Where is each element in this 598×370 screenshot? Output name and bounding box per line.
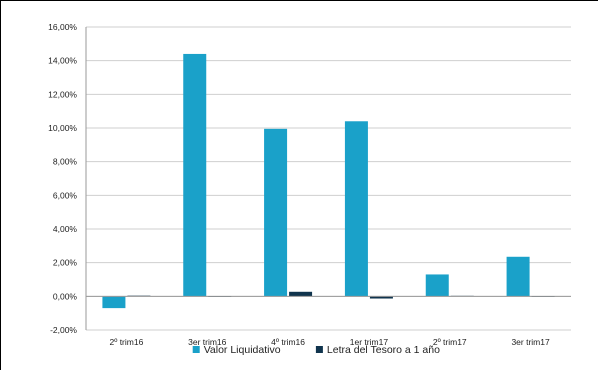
bar-letra-tesoro: [369, 296, 393, 299]
bar-valor-liquidativo: [425, 274, 449, 297]
bar-valor-liquidativo: [264, 128, 288, 297]
bar-valor-liquidativo: [102, 296, 126, 309]
legend-label: Letra del Tesoro a 1 año: [327, 344, 440, 356]
y-tick-label: 12,00%: [48, 89, 77, 99]
bar-valor-liquidativo: [506, 256, 530, 297]
x-tick-label: 1er trim17: [350, 337, 389, 347]
y-tick-label: 4,00%: [53, 224, 78, 234]
y-tick-label: 16,00%: [48, 22, 77, 32]
x-tick-label: 2º trim17: [433, 337, 467, 347]
y-tick-label: 0,00%: [53, 291, 78, 301]
bar-valor-liquidativo: [344, 121, 368, 297]
x-tick-label: 2º trim16: [110, 337, 144, 347]
y-tick-label: 14,00%: [48, 56, 77, 66]
y-tick-label: 8,00%: [53, 157, 78, 167]
y-tick-label: 2,00%: [53, 258, 78, 268]
chart-area: -2,00% 0,00% 2,00% 4,00% 6,00% 8,00% 10,00% 12,…: [8, 15, 588, 370]
y-tick-label: 10,00%: [48, 123, 77, 133]
legend-swatch: [192, 346, 200, 353]
bar-valor-liquidativo: [183, 53, 207, 297]
y-tick-label: 6,00%: [53, 190, 78, 200]
x-tick-label: 4º trim16: [271, 337, 305, 347]
x-tick-label: 3er trim16: [188, 337, 227, 347]
legend-swatch: [315, 346, 323, 353]
bar-chart: -2,00% 0,00% 2,00% 4,00% 6,00% 8,00% 10,00% 12,…: [48, 22, 571, 356]
x-tick-label: 3er trim17: [511, 337, 550, 347]
legend-label: Valor Liquidativo: [204, 344, 281, 356]
bar-letra-tesoro: [289, 291, 313, 297]
y-tick-label: -2,00%: [50, 325, 77, 335]
